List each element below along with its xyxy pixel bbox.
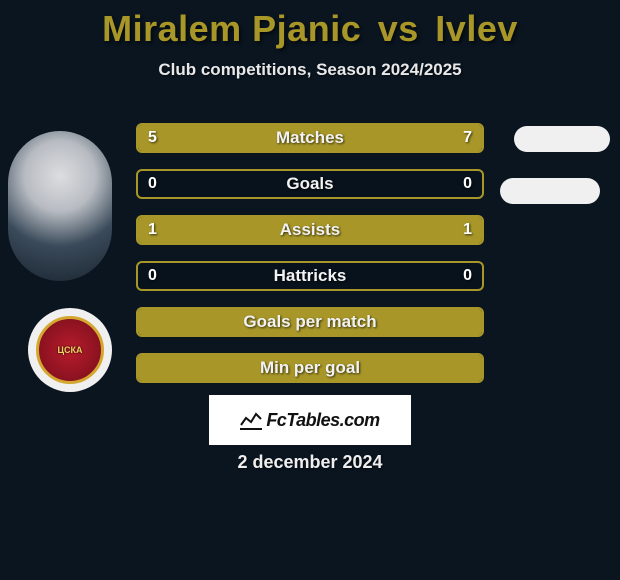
stat-row: 00Hattricks [136, 261, 484, 291]
player2-photo-top [514, 126, 610, 152]
stat-label: Min per goal [138, 355, 482, 381]
player1-photo [8, 131, 112, 281]
stat-row: 00Goals [136, 169, 484, 199]
stat-label: Goals [138, 171, 482, 197]
stat-row: 57Matches [136, 123, 484, 153]
stat-label: Goals per match [138, 309, 482, 335]
season-subtitle: Club competitions, Season 2024/2025 [0, 60, 620, 80]
stat-row: 11Assists [136, 215, 484, 245]
club-badge-text: ЦСКА [57, 345, 82, 355]
stat-row: Min per goal [136, 353, 484, 383]
stat-label: Matches [138, 125, 482, 151]
player2-photo-bottom [500, 178, 600, 204]
brand-chart-icon [240, 410, 262, 430]
player1-name: Miralem Pjanic [102, 8, 361, 49]
stat-label: Assists [138, 217, 482, 243]
stat-label: Hattricks [138, 263, 482, 289]
vs-text: vs [378, 8, 419, 49]
brand-badge: FcTables.com [209, 395, 411, 445]
stat-row: Goals per match [136, 307, 484, 337]
brand-text: FcTables.com [266, 410, 379, 431]
stat-bars-container: 57Matches 00Goals 11Assists 00Hattricks Goal… [136, 123, 484, 399]
comparison-title: Miralem Pjanic vs Ivlev [0, 0, 620, 50]
club-badge: ЦСКА [28, 308, 112, 392]
player2-name: Ivlev [435, 8, 518, 49]
club-badge-inner: ЦСКА [36, 316, 104, 384]
footer-date: 2 december 2024 [0, 452, 620, 473]
